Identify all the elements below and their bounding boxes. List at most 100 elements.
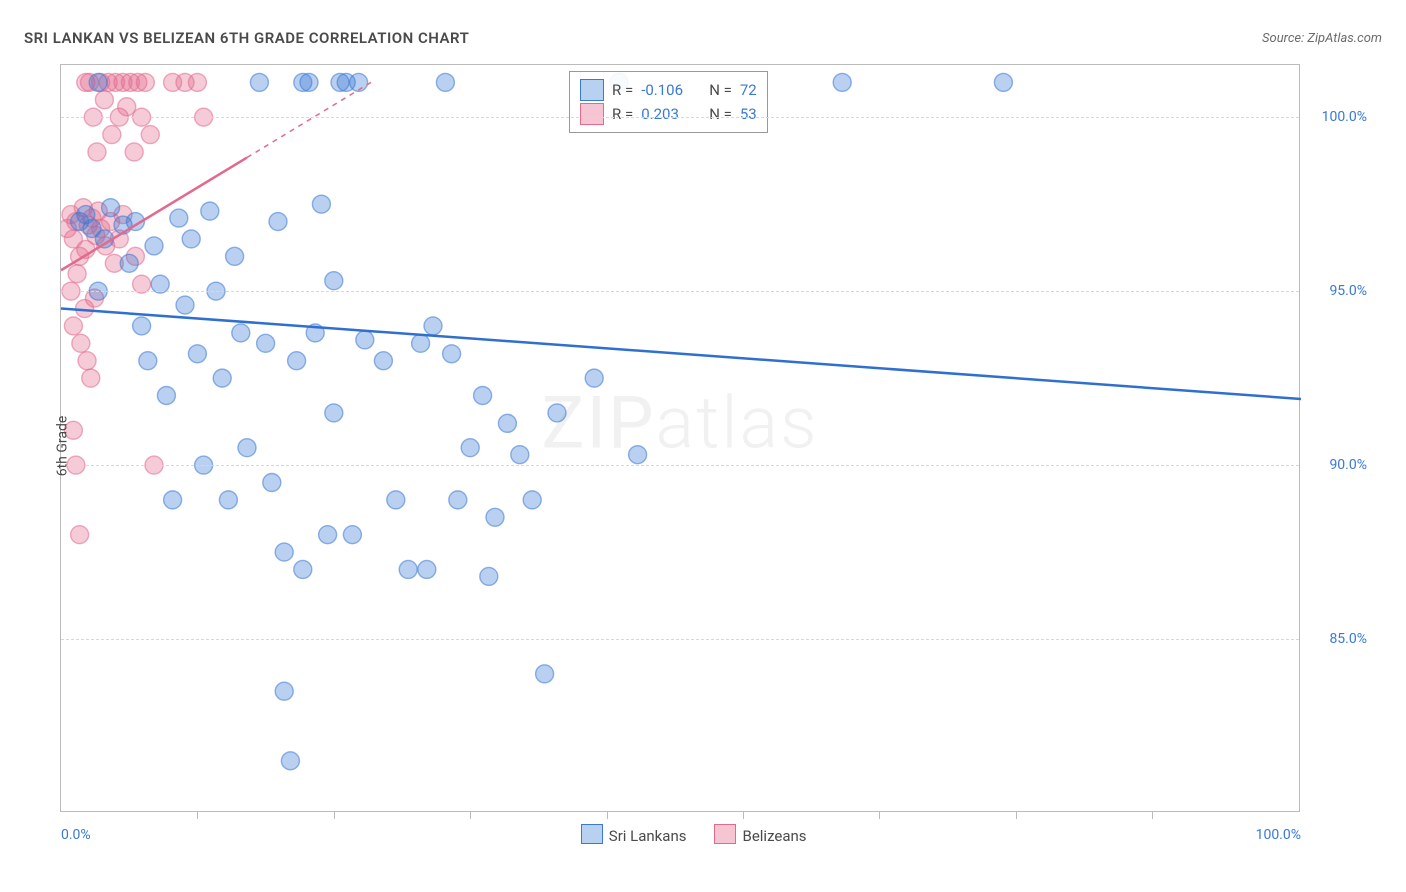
x-tick-mark	[334, 811, 335, 819]
sri-lankan-point	[232, 324, 250, 342]
sri-lankan-point	[288, 352, 306, 370]
legend-swatch	[581, 824, 603, 844]
sri-lankan-point	[294, 73, 312, 91]
x-tick-mark	[743, 811, 744, 819]
belizean-point	[71, 526, 89, 544]
chart-title: SRI LANKAN VS BELIZEAN 6TH GRADE CORRELA…	[24, 29, 469, 47]
sri-lankan-point	[443, 345, 461, 363]
y-tick-label: 90.0%	[1329, 457, 1367, 473]
belizean-point	[141, 126, 159, 144]
sri-lankan-point	[133, 317, 151, 335]
sri-lankan-point	[350, 73, 368, 91]
sri-lankan-point	[319, 526, 337, 544]
sri-lankan-point	[164, 491, 182, 509]
sri-lankan-point	[436, 73, 454, 91]
x-tick-mark	[470, 811, 471, 819]
sri-lankan-point	[294, 560, 312, 578]
sri-lankan-point	[424, 317, 442, 335]
sri-lankan-point	[994, 73, 1012, 91]
sri-lankan-point	[418, 560, 436, 578]
x-tick-label: 100.0%	[1256, 827, 1301, 843]
gridline-h	[61, 465, 1299, 466]
plot-area: ZIPatlas R =-0.106N =72R =0.203N =53 85.…	[60, 64, 1300, 812]
y-tick-label: 95.0%	[1329, 283, 1367, 299]
belizean-point	[82, 369, 100, 387]
rn-r-value: -0.106	[641, 81, 701, 99]
belizean-point	[125, 143, 143, 161]
rn-swatch	[580, 79, 604, 101]
sri-lankan-point	[188, 345, 206, 363]
legend-swatch	[714, 824, 736, 844]
sri-lankan-point	[511, 446, 529, 464]
y-tick-label: 85.0%	[1329, 631, 1367, 647]
sri-lankan-point	[226, 247, 244, 265]
sri-lankan-point	[139, 352, 157, 370]
rn-row: R =0.203N =53	[580, 102, 757, 126]
legend-label: Sri Lankans	[609, 827, 687, 845]
gridline-h	[61, 639, 1299, 640]
belizean-point	[64, 317, 82, 335]
sri-lankan-point	[486, 508, 504, 526]
correlation-box: R =-0.106N =72R =0.203N =53	[569, 71, 768, 133]
sri-lankan-point	[312, 195, 330, 213]
sri-lankan-point	[201, 202, 219, 220]
y-tick-label: 100.0%	[1322, 109, 1367, 125]
legend-label: Belizeans	[742, 827, 806, 845]
belizean-point	[78, 352, 96, 370]
rn-n-label: N =	[709, 81, 732, 99]
blue-trend	[61, 309, 1301, 399]
rn-r-label: R =	[612, 105, 633, 123]
belizean-point	[95, 91, 113, 109]
sri-lankan-point	[474, 387, 492, 405]
pink-trend-dashed	[247, 82, 371, 157]
rn-n-value: 72	[740, 81, 757, 99]
sri-lankan-point	[89, 73, 107, 91]
sri-lankan-point	[269, 213, 287, 231]
rn-n-value: 53	[740, 105, 757, 123]
belizean-point	[88, 143, 106, 161]
sri-lankan-point	[325, 272, 343, 290]
x-tick-mark	[1016, 811, 1017, 819]
sri-lankan-point	[182, 230, 200, 248]
sri-lankan-point	[257, 334, 275, 352]
y-axis-label: 6th Grade	[54, 416, 70, 477]
belizean-point	[68, 265, 86, 283]
belizean-point	[103, 126, 121, 144]
sri-lankan-point	[356, 331, 374, 349]
rn-row: R = -0.106 N = 72	[580, 78, 757, 102]
x-tick-mark	[879, 811, 880, 819]
chart-container: SRI LANKAN VS BELIZEAN 6TH GRADE CORRELA…	[20, 20, 1386, 872]
sri-lankan-point	[213, 369, 231, 387]
chart-svg	[61, 65, 1301, 813]
belizean-point	[188, 73, 206, 91]
gridline-h	[61, 117, 1299, 118]
sri-lankan-point	[449, 491, 467, 509]
x-tick-label: 0.0%	[61, 827, 91, 843]
sri-lankan-point	[250, 73, 268, 91]
x-tick-mark	[1152, 811, 1153, 819]
sri-lankan-point	[120, 254, 138, 272]
legend-item: Belizeans	[714, 824, 806, 845]
sri-lankan-point	[170, 209, 188, 227]
x-tick-mark	[607, 811, 608, 819]
sri-lankan-point	[343, 526, 361, 544]
sri-lankan-point	[374, 352, 392, 370]
sri-lankan-point	[536, 665, 554, 683]
sri-lankan-point	[387, 491, 405, 509]
chart-header: SRI LANKAN VS BELIZEAN 6TH GRADE CORRELA…	[20, 20, 1386, 56]
sri-lankan-point	[498, 414, 516, 432]
belizean-point	[72, 334, 90, 352]
rn-r-label: R =	[612, 81, 633, 99]
sri-lankan-point	[480, 567, 498, 585]
sri-lankan-point	[238, 439, 256, 457]
rn-n-label: N =	[709, 105, 732, 123]
rn-swatch	[580, 103, 604, 125]
sri-lankan-point	[412, 334, 430, 352]
sri-lankan-point	[275, 543, 293, 561]
sri-lankan-point	[461, 439, 479, 457]
sri-lankan-point	[102, 199, 120, 217]
source-label: Source: ZipAtlas.com	[1262, 31, 1382, 46]
sri-lankan-point	[219, 491, 237, 509]
sri-lankan-point	[548, 404, 566, 422]
legend-item: Sri Lankans	[581, 824, 687, 845]
